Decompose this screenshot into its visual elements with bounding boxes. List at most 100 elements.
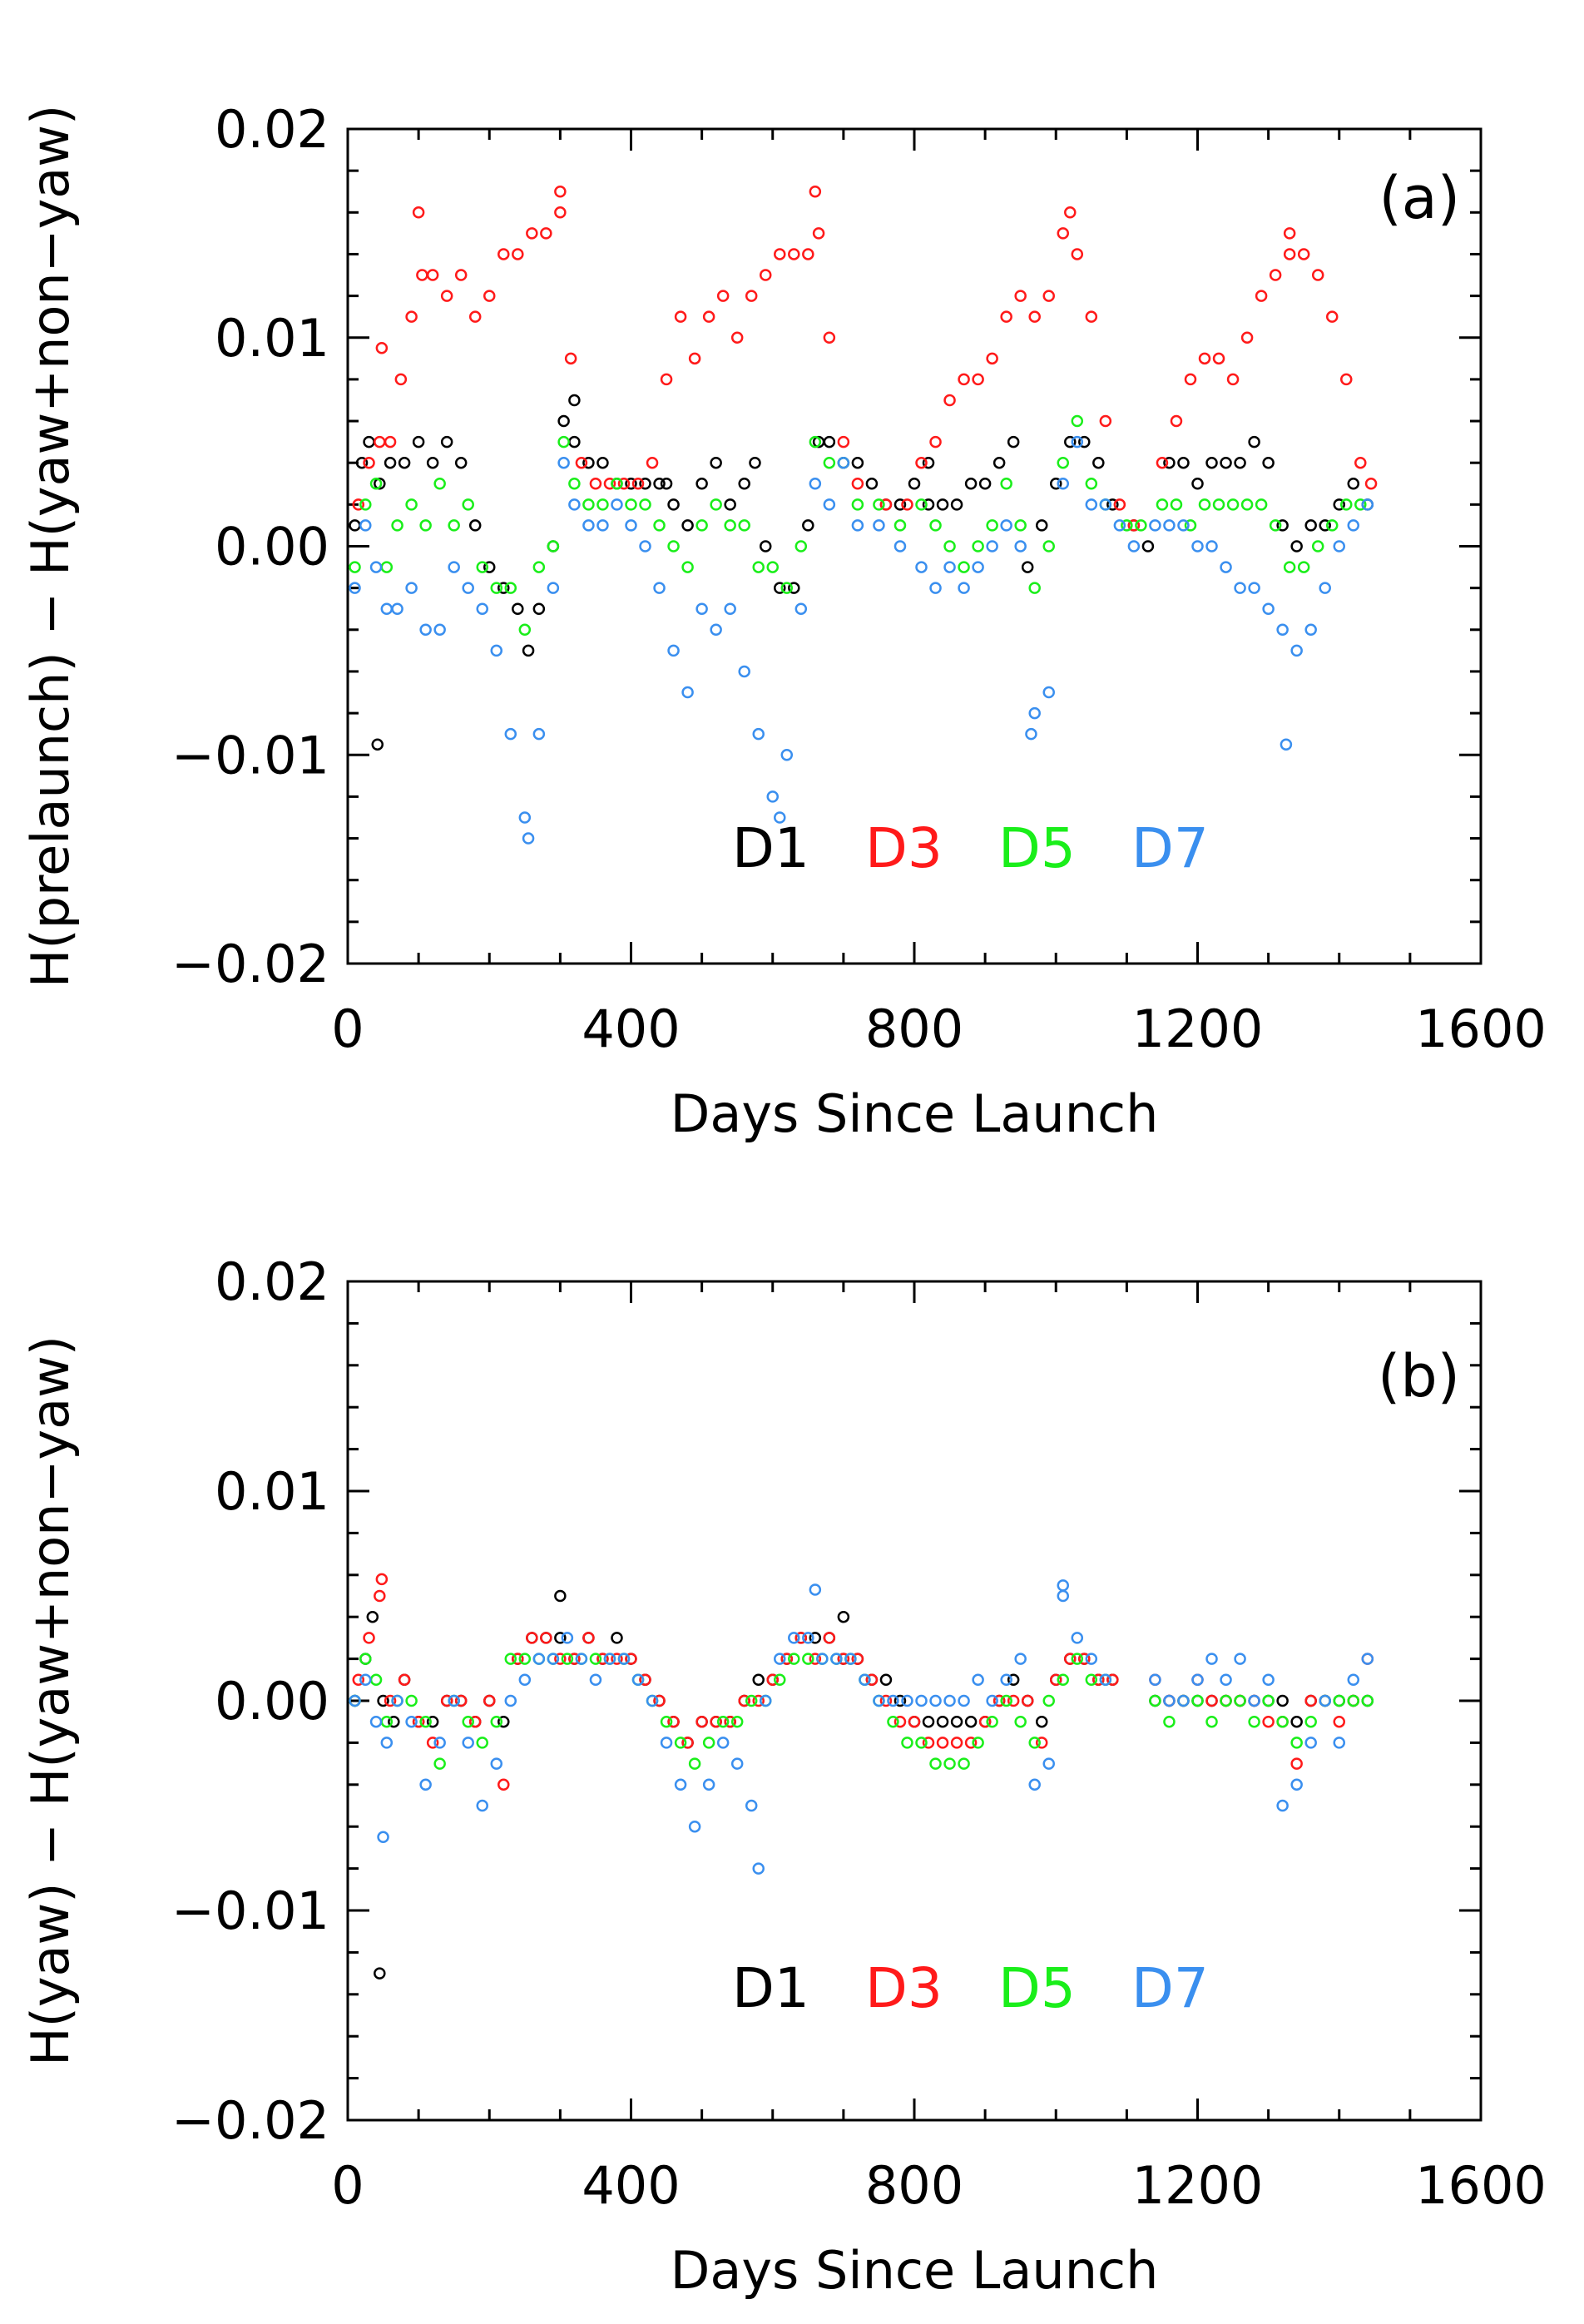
- panel-a-point-d3: [812, 227, 825, 240]
- panel-b-point-d3: [526, 1632, 538, 1644]
- panel-a-point-d1: [412, 435, 425, 448]
- panel-a-point-d7: [518, 811, 532, 824]
- panel-b-point-d7: [603, 1653, 616, 1665]
- panel-a-point-d5: [582, 498, 595, 511]
- panel-a-point-d5: [490, 582, 503, 594]
- panel-a-point-d1: [1319, 519, 1331, 532]
- panel-b-point-d3: [1078, 1653, 1091, 1665]
- panel-a-point-d1: [1064, 435, 1077, 448]
- panel-b-point-d1: [426, 1715, 439, 1728]
- panel-a-point-d3: [688, 352, 701, 365]
- panel-a-point-d7: [1220, 561, 1232, 573]
- panel-a-point-d7: [943, 561, 956, 573]
- panel-a-point-d7: [448, 561, 460, 573]
- panel-b-point-d1: [554, 1632, 567, 1644]
- panel-a-point-d3: [730, 331, 744, 344]
- panel-a-point-d1: [749, 456, 761, 469]
- panel-a-point-d3: [702, 310, 715, 323]
- panel-a-point-d3: [1283, 227, 1296, 240]
- panel-a-point-d7: [532, 727, 546, 741]
- panel-a-point-d3: [929, 435, 942, 448]
- panel-b-point-d5: [433, 1757, 446, 1770]
- panel-a-point-d5: [568, 478, 581, 490]
- panel-a-point-d1: [454, 456, 468, 469]
- panel-b-point-d3: [794, 1632, 808, 1644]
- panel-a-point-d5: [405, 498, 418, 511]
- panel-a-point-d3: [384, 435, 397, 448]
- panel-b-point-d7: [1234, 1653, 1246, 1665]
- panel-a-point-d7: [1099, 498, 1112, 511]
- panel-a-point-d7: [490, 644, 503, 657]
- panel-b-point-d7: [589, 1673, 602, 1687]
- panel-b-point-d3: [865, 1673, 879, 1687]
- panel-a-point-d3: [851, 478, 864, 490]
- panel-b-point-d3: [352, 1673, 365, 1687]
- panel-b-point-d5: [986, 1715, 998, 1728]
- panel-a-y-tick-label: −0.02: [171, 934, 329, 994]
- panel-a-point-d7: [380, 602, 394, 615]
- panel-a-point-d1: [1106, 498, 1119, 511]
- panel-b-point-d5: [1149, 1694, 1161, 1707]
- panel-a-point-d5: [1170, 498, 1183, 511]
- panel-a-point-d7: [359, 519, 372, 532]
- panel-b-point-d3: [964, 1737, 978, 1749]
- panel-a-point-d3: [483, 290, 496, 302]
- panel-b-point-d7: [380, 1737, 394, 1749]
- panel-a-point-d1: [936, 498, 949, 511]
- panel-b-point-d3: [454, 1694, 468, 1707]
- panel-a-point-d1: [738, 478, 750, 490]
- panel-b-tick-labels: 0 400 800 1200 1600 −0.02 −0.01 0.00 0.01 0.02: [171, 1251, 1547, 2216]
- panel-b-point-d3: [1290, 1757, 1303, 1770]
- panel-b-point-d1: [922, 1715, 935, 1728]
- panel-a-point-d5: [823, 456, 836, 469]
- panel-a-point-d7: [462, 582, 474, 594]
- panel-a-point-d7: [1042, 686, 1055, 699]
- panel-b-y-tick-label: −0.01: [171, 1881, 329, 1941]
- panel-a-point-d3: [564, 352, 577, 365]
- panel-a-point-d7: [1262, 602, 1275, 615]
- panel-b-point-d7: [490, 1757, 503, 1770]
- panel-b-point-d1: [752, 1673, 765, 1687]
- panel-a-point-d3: [1325, 310, 1339, 323]
- panel-a-point-d5: [1085, 478, 1098, 490]
- panel-a-point-d5: [972, 540, 984, 553]
- panel-a-point-d3: [1170, 414, 1183, 428]
- panel-a-legend-d3: D3: [865, 816, 943, 880]
- panel-b-point-d1: [1276, 1694, 1289, 1707]
- panel-b-point-d7: [575, 1653, 588, 1665]
- panel-a-point-d7: [893, 540, 907, 553]
- panel-a-point-d7: [369, 561, 383, 573]
- panel-a-point-d3: [575, 456, 588, 469]
- panel-b-point-d5: [1290, 1737, 1303, 1749]
- panel-a-point-d1: [964, 478, 978, 490]
- panel-a-point-d7: [1149, 519, 1161, 532]
- panel-b-point-d1: [1035, 1715, 1048, 1728]
- panel-b-point-d7: [377, 1831, 389, 1844]
- panel-b-point-d5: [1191, 1694, 1204, 1707]
- panel-a-point-d1: [893, 498, 907, 511]
- panel-b-point-d3: [440, 1694, 453, 1707]
- panel-a-legend-d5: D5: [998, 816, 1076, 880]
- panel-b-point-d5: [359, 1653, 372, 1665]
- panel-a-point-d3: [405, 310, 418, 323]
- panel-a-point-d5: [1297, 561, 1310, 573]
- panel-a-x-tick-label: 800: [865, 998, 963, 1059]
- panel-b-point-d3: [374, 1589, 386, 1603]
- panel-a-point-d5: [1240, 498, 1254, 511]
- panel-a-point-d5: [532, 561, 546, 573]
- panel-a-point-d5: [625, 498, 637, 511]
- panel-a-point-d1: [667, 498, 680, 511]
- panel-b-point-d7: [359, 1673, 372, 1687]
- panel-a-point-d7: [915, 561, 928, 573]
- panel-b-point-d7: [1205, 1653, 1218, 1665]
- panel-a-point-d3: [958, 373, 970, 386]
- panel-b-point-d7: [1262, 1673, 1275, 1687]
- panel-a-point-d7: [873, 519, 885, 532]
- panel-b-point-d7: [1085, 1653, 1098, 1665]
- panel-a-point-d7: [958, 582, 970, 594]
- panel-b-point-d3: [837, 1653, 850, 1665]
- panel-a-point-d3: [1212, 352, 1225, 365]
- panel-b-point-d3: [978, 1715, 992, 1728]
- panel-b-point-d5: [1057, 1673, 1070, 1687]
